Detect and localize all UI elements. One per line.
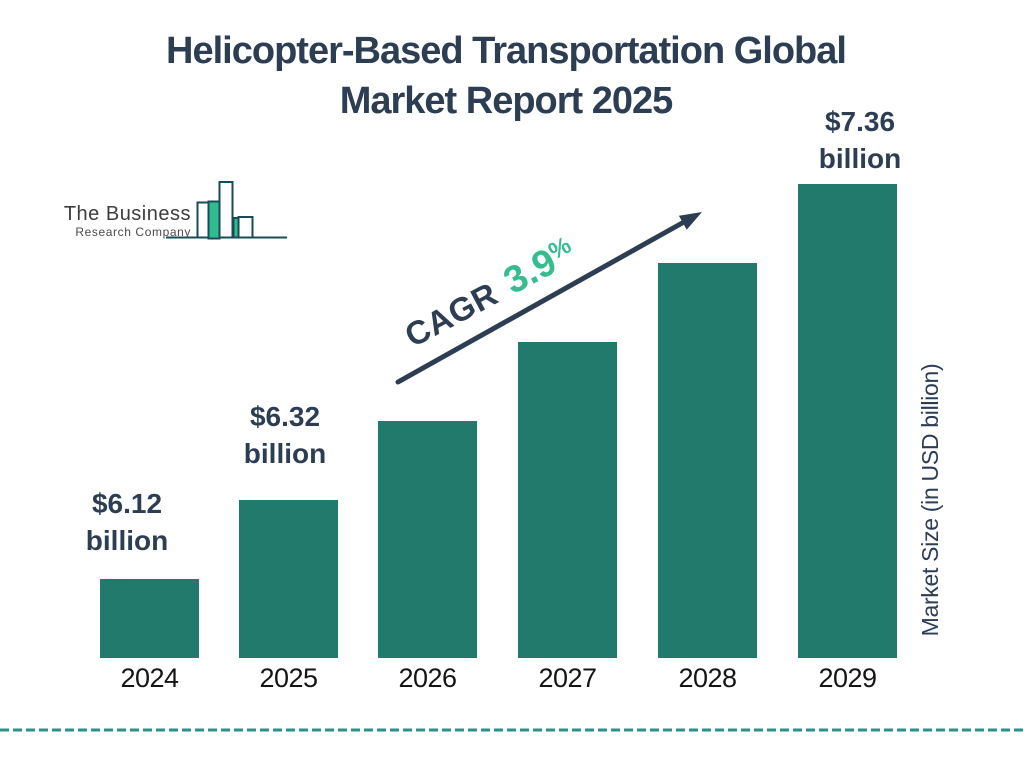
x-tick-2024: 2024 <box>120 663 179 693</box>
bar-2024 <box>100 579 199 658</box>
value-unit: billion <box>243 438 327 469</box>
value-unit: billion <box>818 143 902 174</box>
x-tick-2025: 2025 <box>259 663 318 693</box>
dashed-divider <box>0 728 1024 732</box>
x-tick-2027: 2027 <box>538 663 597 693</box>
brand-subname: Research Company <box>75 225 191 239</box>
bar-group-2029: 2029 <box>798 0 897 768</box>
value-amount: $6.12 <box>91 488 163 519</box>
bar-2029 <box>798 184 897 658</box>
bar-2027 <box>518 342 617 658</box>
title-line-2: Market Report 2025 <box>339 80 674 122</box>
value-label-2029: $7.36 billion <box>770 103 950 177</box>
bar-group-2026: 2026 <box>378 0 477 768</box>
bar-group-2025: 2025 <box>239 0 338 768</box>
value-amount: $7.36 <box>824 106 896 137</box>
value-unit: billion <box>85 525 169 556</box>
value-label-2024: $6.12 billion <box>37 485 217 559</box>
x-tick-2028: 2028 <box>678 663 737 693</box>
brand-logo-text: The Business Research Company <box>40 203 191 239</box>
trend-arrow-icon <box>395 212 702 385</box>
bar-2026 <box>378 421 477 658</box>
bar-2028 <box>658 263 757 658</box>
title-line-1: Helicopter-Based Transportation Global <box>166 30 847 72</box>
y-axis-label: Market Size (in USD billion) <box>917 363 943 637</box>
x-tick-2029: 2029 <box>818 663 877 693</box>
bar-group-2027: 2027 <box>518 0 617 768</box>
bar-group-2024: 2024 <box>100 0 199 768</box>
bar-group-2028: 2028 <box>658 0 757 768</box>
value-amount: $6.32 <box>249 401 321 432</box>
value-label-2025: $6.32 billion <box>195 398 375 472</box>
bar-2025 <box>239 500 338 658</box>
x-tick-2026: 2026 <box>398 663 457 693</box>
page-title: Helicopter-Based Transportation Global M… <box>0 26 1012 126</box>
brand-name: The Business <box>63 203 191 225</box>
logo-chart-glyph <box>166 181 287 240</box>
